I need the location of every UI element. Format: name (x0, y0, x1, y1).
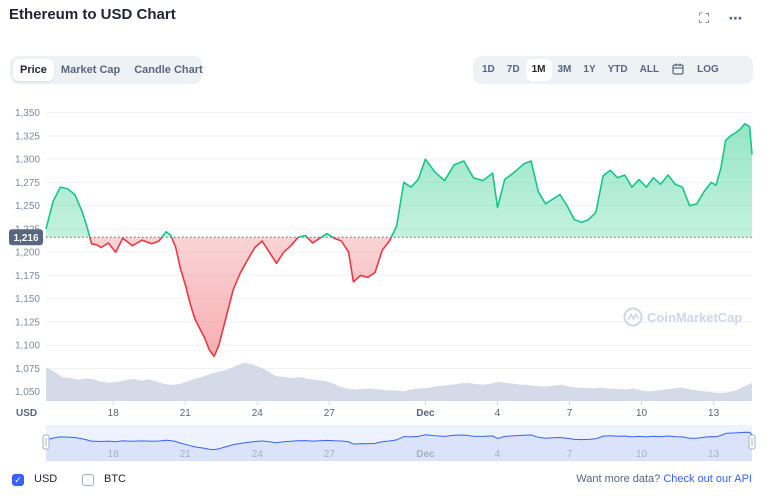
reference-label: 1,216 (13, 233, 38, 244)
usd-label: USD (34, 473, 58, 485)
price-line-up (45, 123, 753, 238)
navigator-area (46, 432, 752, 461)
y-tick-label: 1,250 (15, 201, 40, 212)
api-promo: Want more data? Check out our API (576, 473, 752, 485)
x-tick-label: 27 (324, 408, 336, 419)
calendar-icon[interactable] (665, 59, 691, 81)
btc-label: BTC (104, 473, 126, 485)
navigator-line (45, 431, 753, 451)
tab-price[interactable]: Price (13, 59, 54, 81)
time-range-selector: 1D 7D 1M 3M 1Y YTD ALL LOG (473, 56, 753, 84)
btc-checkbox[interactable] (82, 474, 94, 486)
price-area-down (89, 237, 392, 357)
volume-bars (46, 362, 752, 401)
reference-line: 1,216 (9, 229, 752, 246)
price-line (45, 123, 753, 358)
range-1y[interactable]: 1Y (583, 64, 596, 75)
watermark-text: CoinMarketCap (647, 310, 742, 325)
api-link[interactable]: Check out our API (663, 473, 752, 485)
log-toggle[interactable]: LOG (697, 64, 719, 75)
usd-checkbox[interactable]: ✓ (12, 474, 24, 486)
x-tick-label: 7 (567, 408, 573, 419)
reference-badge (9, 229, 43, 246)
tab-candle-chart[interactable]: Candle Chart (134, 64, 203, 76)
navigator-tick-label: 4 (495, 449, 501, 460)
x-tick-label: 24 (252, 408, 264, 419)
y-tick-label: 1,175 (15, 271, 40, 282)
x-tick-label: 21 (180, 408, 192, 419)
navigator-tick-label: 13 (708, 449, 720, 460)
x-tick-label: 18 (108, 408, 120, 419)
more-dots-icon[interactable]: ⋯ (728, 10, 744, 26)
y-tick-label: 1,350 (15, 108, 40, 119)
page-title: Ethereum to USD Chart (9, 6, 176, 23)
y-tick-label: 1,150 (15, 294, 40, 305)
range-navigator[interactable]: 18 21 24 27 Dec 4 7 10 13 (42, 425, 756, 461)
y-axis-labels: 1,3501,3251,3001,2751,2501,2251,2001,175… (15, 108, 40, 419)
tab-market-cap[interactable]: Market Cap (60, 64, 121, 76)
x-tick-label: Dec (416, 408, 435, 419)
y-tick-label: 1,300 (15, 155, 40, 166)
volume-area (46, 362, 752, 401)
price-chart[interactable]: 1,3501,3251,3001,2751,2501,2251,2001,175… (0, 0, 762, 470)
api-prompt: Want more data? (576, 473, 661, 485)
y-tick-label: 1,275 (15, 178, 40, 189)
y-tick-label: 1,050 (15, 387, 40, 398)
range-1m[interactable]: 1M (525, 59, 552, 81)
price-line-down (89, 237, 393, 358)
range-1d[interactable]: 1D (482, 64, 495, 75)
navigator-tick-label: 27 (324, 449, 336, 460)
navigator-tick-label: Dec (416, 449, 435, 460)
range-all[interactable]: ALL (639, 64, 660, 75)
navigator-tick-label: 18 (108, 449, 120, 460)
navigator-tick-label: 7 (567, 449, 573, 460)
x-tick-label: 13 (708, 408, 720, 419)
currency-axis-label: USD (16, 408, 37, 419)
y-tick-label: 1,125 (15, 317, 40, 328)
y-tick-label: 1,075 (15, 364, 40, 375)
x-axis-labels: 18 21 24 27 Dec 4 7 10 13 (108, 401, 720, 419)
expand-icon[interactable]: ⛶ (699, 10, 709, 26)
y-tick-label: 1,325 (15, 131, 40, 142)
x-tick-label: 4 (495, 408, 501, 419)
range-3m[interactable]: 3M (557, 64, 572, 75)
footer: ✓ USD BTC Want more data? Check out our … (0, 470, 762, 492)
coinmarketcap-watermark: CoinMarketCap (623, 307, 742, 327)
x-tick-label: 10 (636, 408, 648, 419)
navigator-tick-label: 24 (252, 449, 264, 460)
navigator-tick-label: 21 (180, 449, 192, 460)
range-ytd[interactable]: YTD (607, 64, 628, 75)
range-7d[interactable]: 7D (506, 64, 520, 75)
y-tick-label: 1,200 (15, 248, 40, 259)
navigator-tick-label: 10 (636, 449, 648, 460)
grid-lines (46, 112, 752, 393)
y-tick-label: 1,100 (15, 341, 40, 352)
chart-type-tabs: Price Market Cap Candle Chart (10, 56, 203, 84)
